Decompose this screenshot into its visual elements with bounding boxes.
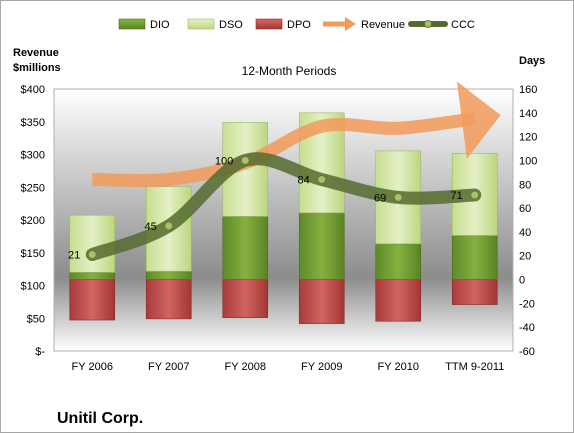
ccc-data-label: 84 [298, 175, 310, 187]
ccc-data-label: 45 [145, 221, 157, 233]
ccc-data-label: 69 [374, 192, 386, 204]
x-tick-label: FY 2009 [301, 361, 342, 373]
right-tick-label: 0 [519, 275, 525, 287]
left-tick-label: $300 [21, 150, 45, 162]
x-tick-label: FY 2007 [148, 361, 189, 373]
legend-label: DSO [219, 19, 243, 31]
x-tick-label: FY 2006 [72, 361, 113, 373]
left-axis: $- $50 $100 $150 $200 $250 $300 $350 $400 [21, 84, 46, 358]
right-tick-label: -20 [519, 298, 535, 310]
left-tick-label: $50 [27, 313, 45, 325]
legend-swatch-dso [187, 18, 215, 30]
ccc-point [164, 221, 174, 231]
bar-dio [222, 216, 269, 280]
bar-dpo [451, 279, 498, 305]
legend-label: Revenue [361, 19, 405, 31]
left-tick-label: $400 [21, 84, 45, 96]
bar-dio [145, 270, 192, 280]
left-tick-label: $- [35, 346, 45, 358]
right-tick-label: 160 [519, 84, 537, 96]
ccc-layer: 21 45 100 84 69 71 [68, 152, 482, 262]
left-tick-label: $200 [21, 215, 45, 227]
right-tick-label: -40 [519, 322, 535, 334]
right-tick-label: 120 [519, 132, 537, 144]
bar-dpo [298, 279, 345, 324]
left-tick-label: $100 [21, 281, 45, 293]
legend-label: DPO [287, 19, 311, 31]
right-axis-title: Days [519, 55, 545, 67]
bars-layer [69, 112, 498, 324]
left-tick-label: $250 [21, 182, 45, 194]
bar-dpo [375, 279, 422, 322]
right-tick-label: 60 [519, 203, 531, 215]
revenue-line [92, 81, 501, 188]
legend-swatch-revenue-head [345, 17, 356, 31]
ccc-data-label: 71 [451, 190, 463, 202]
x-axis: FY 2006 FY 2007 FY 2008 FY 2009 FY 2010 TTM 9… [72, 361, 505, 373]
left-axis-title-line2: $millions [13, 62, 61, 74]
ccc-point [393, 192, 403, 202]
right-tick-label: 100 [519, 155, 537, 167]
legend: DIO DSO DPO Revenue CCC [118, 17, 475, 31]
ccc-data-label: 21 [68, 250, 80, 262]
x-tick-label: FY 2008 [225, 361, 266, 373]
legend-swatch-dpo [255, 18, 283, 30]
left-axis-title-line1: Revenue [13, 47, 59, 59]
ccc-point [470, 190, 480, 200]
legend-swatch-dio [118, 18, 146, 30]
revenue-layer [92, 81, 501, 188]
right-tick-label: 20 [519, 251, 531, 263]
company-name: Unitil Corp. [57, 410, 143, 427]
left-tick-label: $150 [21, 248, 45, 260]
x-tick-label: FY 2010 [378, 361, 419, 373]
left-tick-label: $350 [21, 117, 45, 129]
ccc-point [317, 175, 327, 185]
bar-dio [298, 212, 345, 280]
bar-dio [451, 235, 498, 280]
legend-label: DIO [150, 19, 170, 31]
bar-dio [69, 272, 116, 280]
right-tick-label: 80 [519, 179, 531, 191]
legend-label: CCC [451, 19, 475, 31]
right-tick-label: 40 [519, 227, 531, 239]
ccc-data-label: 100 [215, 155, 233, 167]
bar-dpo [222, 279, 269, 318]
right-tick-label: 140 [519, 108, 537, 120]
bar-dio [375, 243, 422, 280]
right-axis: -60 -40 -20 0 20 40 60 80 100 120 140 160 [519, 84, 537, 358]
ccc-point [87, 250, 97, 260]
right-tick-label: -60 [519, 346, 535, 358]
ccc-point [240, 155, 250, 165]
plot-area [53, 88, 514, 352]
bar-dpo [145, 279, 192, 320]
bar-dpo [69, 279, 116, 321]
legend-swatch-ccc-marker [424, 20, 432, 28]
chart-title: 12-Month Periods [242, 64, 337, 78]
x-tick-label: TTM 9-2011 [445, 361, 504, 373]
